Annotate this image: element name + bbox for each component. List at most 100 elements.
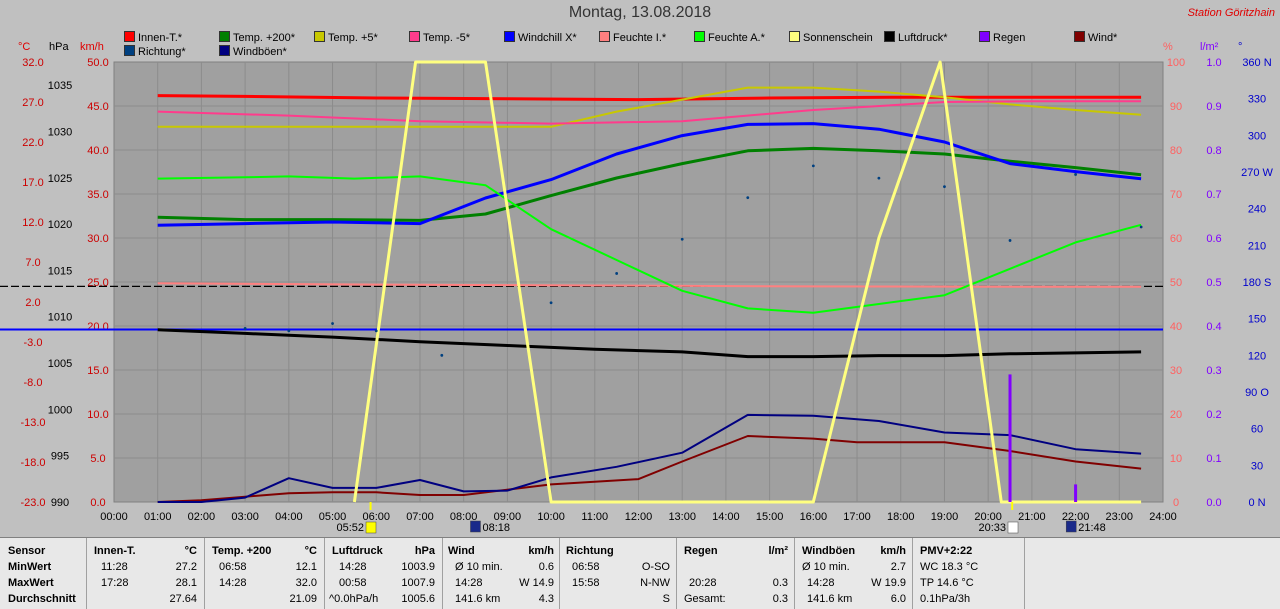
deg-tick-label: 300 xyxy=(1248,130,1266,142)
stats-temp200-column: Temp. +200 °C 06:58 12.1 14:28 32.0 21.0… xyxy=(205,538,323,609)
series-line-sonnenschein xyxy=(352,60,1142,504)
stats-windboeen-unit: km/h xyxy=(880,545,906,557)
x-tick-label: 17:00 xyxy=(843,511,871,523)
stats-temp200-max-time: 14:28 xyxy=(219,577,247,589)
legend-swatch xyxy=(1074,31,1085,42)
lm2-tick-label: 0.5 xyxy=(1206,277,1221,289)
direction-point xyxy=(615,272,619,275)
direction-point xyxy=(440,353,444,357)
stats-luftdruck-max-value: 1007.9 xyxy=(401,577,435,589)
hpa-axis-header: hPa xyxy=(49,41,69,53)
stats-label-avg: Durchschnitt xyxy=(8,593,76,605)
stats-luftdruck-max-time: 00:58 xyxy=(339,577,367,589)
deg-tick-label: 270 W xyxy=(1241,167,1273,179)
legend-swatch xyxy=(124,45,135,56)
stats-richtung-column: Richtung 06:58 O-SO 15:58 N-NW S xyxy=(560,538,675,609)
legend-swatch xyxy=(219,45,230,56)
stats-wind-distance: 141.6 km xyxy=(455,593,501,605)
direction-point xyxy=(243,327,247,330)
rain-bar xyxy=(1074,484,1078,502)
stats-luftdruck-column: Luftdruck hPa 14:28 1003.9 00:58 1007.9 … xyxy=(325,538,441,609)
legend-swatch xyxy=(504,31,515,42)
stats-richtung-r1-time: 06:58 xyxy=(572,561,600,573)
x-tick-label: 10:00 xyxy=(537,511,565,523)
kmh-tick-label: 5.0 xyxy=(90,453,105,465)
deg-tick-label: 180 S xyxy=(1243,277,1272,289)
stats-temp200-avg: 21.09 xyxy=(289,593,317,605)
percent-tick-label: 60 xyxy=(1170,233,1182,245)
series-line-feuchte-a xyxy=(157,175,1142,314)
series-line-feuchte-i xyxy=(157,282,1142,288)
stats-regen-total-label: Gesamt: xyxy=(684,593,726,605)
legend-item: Luftdruck* xyxy=(884,31,948,45)
stats-regen-total-value: 0.3 xyxy=(772,593,788,605)
lm2-tick-label: 0.4 xyxy=(1206,321,1221,333)
legend-label: Feuchte A.* xyxy=(708,32,765,44)
direction-point xyxy=(680,237,684,241)
legend-item: Windböen* xyxy=(219,45,287,59)
stats-richtung-header: Richtung xyxy=(566,545,614,557)
stats-wind-max-time: 14:28 xyxy=(455,577,483,589)
stats-divider xyxy=(86,538,87,609)
stats-divider xyxy=(442,538,443,609)
lm2-axis-header: l/m² xyxy=(1200,41,1219,53)
stats-windboeen-distance: 141.6 km xyxy=(807,593,853,605)
stats-wind-header: Wind xyxy=(448,545,475,557)
stats-temp200-header: Temp. +200 xyxy=(212,545,272,557)
legend-item: Regen xyxy=(979,31,1025,45)
legend-label: Luftdruck* xyxy=(898,32,948,44)
sunset-marker-icon xyxy=(1007,521,1019,534)
legend-swatch xyxy=(314,31,325,42)
stats-luftdruck-unit: hPa xyxy=(414,545,435,557)
stats-label-sensor: Sensor xyxy=(8,545,46,557)
legend-label: Temp. +5* xyxy=(328,32,378,44)
temp_c-tick-label: 22.0 xyxy=(22,137,43,149)
x-tick-label: 23:00 xyxy=(1106,511,1134,523)
direction-point xyxy=(549,301,553,305)
stats-label-max: MaxWert xyxy=(8,577,54,589)
chart-title: Montag, 13.08.2018 xyxy=(568,4,712,21)
legend-label: Sonnenschein xyxy=(803,32,873,44)
stats-regen-header: Regen xyxy=(684,545,718,557)
x-tick-label: 05:00 xyxy=(319,511,347,523)
x-tick-label: 21:00 xyxy=(1018,511,1046,523)
legend-item: Innen-T.* xyxy=(124,31,182,45)
stats-richtung-r3-value: S xyxy=(662,593,670,605)
stats-wind-column: Wind km/h Ø 10 min. 0.6 14:28 W 14.9 141… xyxy=(443,538,558,609)
legend-item: Temp. +200* xyxy=(219,31,295,45)
series-line-temp-5 xyxy=(157,100,1142,125)
x-tick-label: 13:00 xyxy=(668,511,696,523)
stats-luftdruck-trend: ^0.0hPa/h xyxy=(329,593,379,605)
legend-label: Temp. +200* xyxy=(233,32,296,44)
stats-wind-avg10-value: 0.6 xyxy=(538,561,554,573)
deg-tick-label: 330 xyxy=(1248,94,1266,106)
percent-tick-label: 0 xyxy=(1173,497,1179,509)
deg-tick-label: 210 xyxy=(1248,240,1266,252)
hpa-tick-label: 1005 xyxy=(48,358,72,370)
series-line-windb-en xyxy=(157,413,1142,503)
stats-luftdruck-avg: 1005.6 xyxy=(401,593,435,605)
deg-tick-label: 150 xyxy=(1248,314,1266,326)
direction-point xyxy=(1008,239,1012,242)
stats-divider xyxy=(204,538,205,609)
stats-windboeen-avg: 6.0 xyxy=(890,593,906,605)
legend-label: Temp. -5* xyxy=(423,32,471,44)
series-line-innen-t xyxy=(157,94,1142,102)
temp_c-tick-label: -13.0 xyxy=(20,417,45,429)
legend-swatch xyxy=(409,31,420,42)
hpa-tick-label: 1020 xyxy=(48,219,72,231)
legend-item: Temp. -5* xyxy=(409,31,470,45)
percent-tick-label: 90 xyxy=(1170,101,1182,113)
series-line-temp-5 xyxy=(157,86,1142,128)
legend-label: Windchill X* xyxy=(518,32,577,44)
percent-tick-label: 10 xyxy=(1170,453,1182,465)
x-tick-label: 20:00 xyxy=(974,511,1002,523)
x-tick-label: 06:00 xyxy=(362,511,390,523)
stats-innen-min-time: 11:28 xyxy=(101,561,128,573)
stats-windboeen-max-time: 14:28 xyxy=(807,577,835,589)
stats-windboeen-max-value: W 19.9 xyxy=(871,577,906,589)
direction-point xyxy=(1074,173,1077,176)
kmh-tick-label: 45.0 xyxy=(87,101,108,113)
percent-tick-label: 30 xyxy=(1170,365,1182,377)
stats-innen-unit: °C xyxy=(184,545,197,557)
